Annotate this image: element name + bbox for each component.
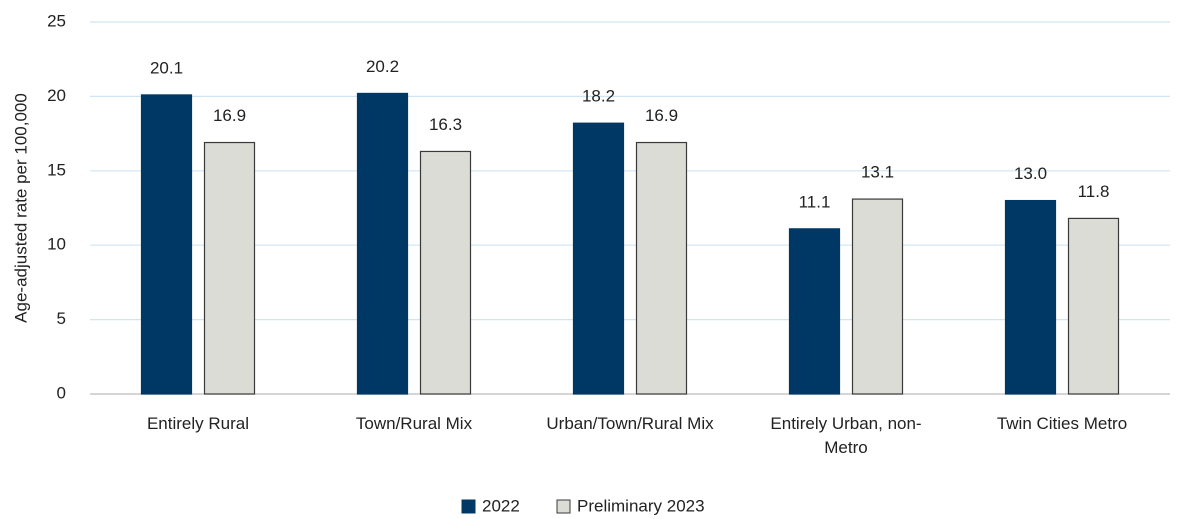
data-label: 16.3 (429, 115, 462, 134)
bar (1004, 199, 1057, 395)
y-tick-label: 10 (47, 235, 66, 254)
data-label: 11.8 (1078, 182, 1110, 201)
data-label: 16.9 (213, 106, 246, 125)
legend-swatch (461, 499, 476, 514)
data-label: 13.0 (1014, 164, 1047, 183)
bar (635, 141, 688, 395)
x-tick-label: Town/Rural Mix (355, 414, 473, 433)
bar (788, 228, 841, 395)
bar (140, 94, 193, 395)
legend-swatch (556, 499, 571, 514)
bar (356, 92, 409, 395)
data-label: 18.2 (582, 87, 615, 106)
bar (572, 122, 625, 395)
data-label: 13.1 (861, 163, 894, 182)
legend-label: 2022 (482, 496, 520, 515)
legend-label: Preliminary 2023 (577, 496, 705, 515)
y-tick-label: 0 (57, 383, 66, 402)
data-label: 20.1 (150, 58, 183, 77)
bar (203, 141, 256, 395)
data-label: 20.2 (366, 57, 399, 76)
y-tick-label: 5 (57, 309, 66, 328)
bar (851, 198, 904, 395)
x-tick-label: Entirely Urban, non-Metro (770, 414, 922, 457)
x-tick-label: Entirely Rural (146, 414, 250, 433)
y-tick-label: 25 (47, 11, 66, 30)
y-tick-label: 15 (47, 160, 66, 179)
bar (1067, 217, 1120, 395)
x-tick-label: Twin Cities Metro (996, 414, 1128, 433)
x-tick-label: Urban/Town/Rural Mix (546, 414, 714, 433)
y-tick-label: 20 (47, 86, 66, 105)
y-axis-title: Age-adjusted rate per 100,000 (11, 93, 30, 323)
data-label: 16.9 (645, 106, 678, 125)
bar (419, 150, 472, 395)
data-label: 11.1 (799, 192, 831, 211)
